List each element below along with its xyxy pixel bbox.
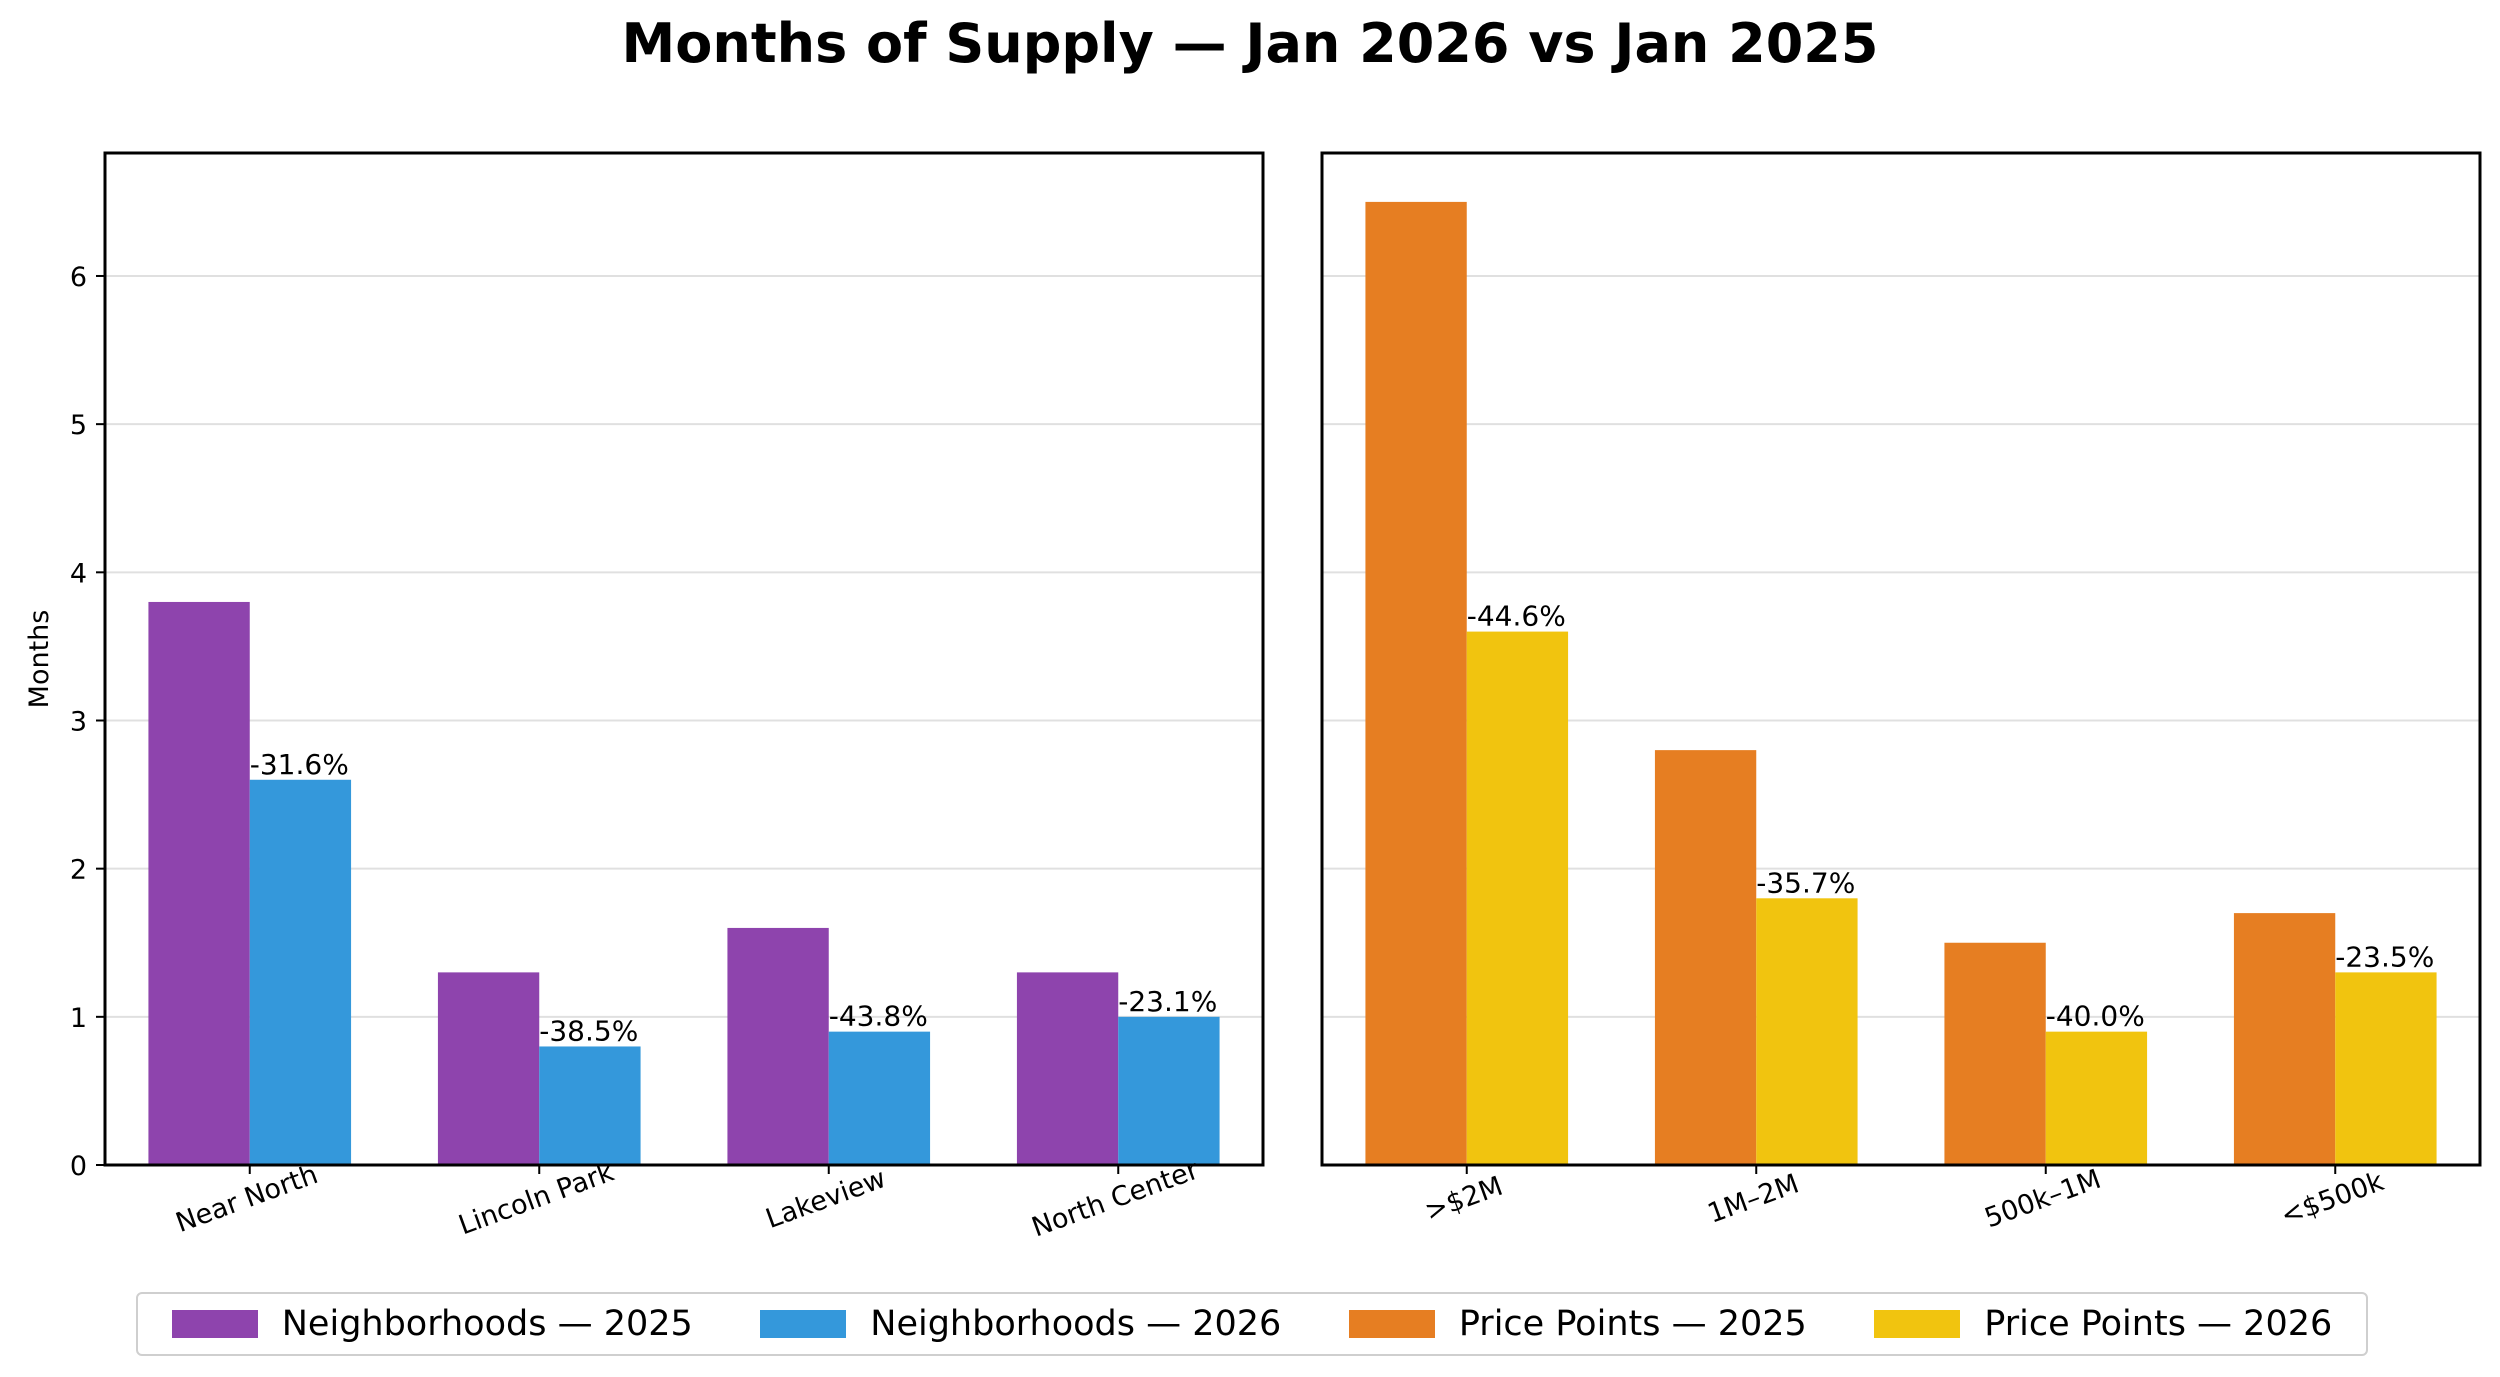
data-label: -44.6% bbox=[1467, 600, 1566, 633]
legend-item: Price Points — 2026 bbox=[1874, 1304, 2332, 1344]
y-tick-label: 6 bbox=[70, 262, 87, 293]
bar-2025 bbox=[1016, 972, 1119, 1165]
legend-item: Neighborhoods — 2025 bbox=[171, 1304, 693, 1344]
bar-2026 bbox=[249, 779, 352, 1165]
bar-2025 bbox=[2233, 913, 2336, 1165]
axes-frame bbox=[103, 151, 1265, 1167]
legend-item: Neighborhoods — 2026 bbox=[760, 1304, 1281, 1344]
bar-2026 bbox=[2335, 972, 2437, 1165]
y-tick-label: 0 bbox=[70, 1151, 87, 1182]
legend-label: Neighborhoods — 2025 bbox=[281, 1304, 693, 1344]
data-label: -40.0% bbox=[2046, 1000, 2145, 1033]
bar-2026 bbox=[1118, 1016, 1220, 1165]
bar-2026 bbox=[1466, 631, 1569, 1165]
bar-2025 bbox=[1365, 201, 1467, 1165]
bar-2026 bbox=[2045, 1031, 2148, 1165]
data-label: -38.5% bbox=[539, 1014, 638, 1047]
x-tick-label: >$2M bbox=[1421, 1171, 1507, 1228]
legend-swatch bbox=[171, 1310, 258, 1338]
legend-label: Neighborhoods — 2026 bbox=[870, 1304, 1282, 1344]
x-tick-label: Lincoln Park bbox=[455, 1157, 619, 1242]
chart-title: Months of Supply — Jan 2026 vs Jan 2025 bbox=[621, 12, 1879, 75]
axes-frame bbox=[1320, 151, 2482, 1167]
x-tick-label: Lakeview bbox=[762, 1163, 890, 1235]
x-tick-label: North Center bbox=[1028, 1154, 1204, 1243]
data-label: -31.6% bbox=[250, 748, 349, 781]
legend-item: Price Points — 2025 bbox=[1348, 1304, 1807, 1344]
data-label: -35.7% bbox=[1756, 866, 1855, 899]
data-label: -43.8% bbox=[829, 1000, 928, 1033]
y-tick-label: 5 bbox=[70, 410, 87, 441]
bar-2026 bbox=[828, 1031, 931, 1165]
bar-2026 bbox=[1756, 898, 1858, 1165]
y-axis-title: Months bbox=[24, 610, 55, 709]
x-tick-label: Near North bbox=[172, 1159, 322, 1239]
bar-2025 bbox=[1944, 942, 2046, 1165]
x-tick-label: 1M–2M bbox=[1704, 1168, 1803, 1229]
legend-swatch bbox=[1874, 1310, 1961, 1338]
legend-label: Price Points — 2026 bbox=[1984, 1304, 2333, 1344]
bar-2025 bbox=[1654, 750, 1757, 1165]
y-tick-label: 4 bbox=[70, 558, 87, 589]
legend-swatch bbox=[760, 1310, 847, 1338]
x-tick-label: 500k–1M bbox=[1981, 1164, 2105, 1235]
x-tick-label: <$500k bbox=[2277, 1166, 2388, 1232]
y-tick-label: 2 bbox=[70, 855, 87, 886]
y-tick-label: 1 bbox=[70, 1003, 87, 1034]
legend-swatch bbox=[1348, 1310, 1435, 1338]
bar-2025 bbox=[148, 601, 250, 1165]
legend-label: Price Points — 2025 bbox=[1458, 1304, 1807, 1344]
bar-2026 bbox=[539, 1046, 641, 1165]
data-label: -23.5% bbox=[2335, 940, 2434, 973]
legend: Neighborhoods — 2025 Neighborhoods — 202… bbox=[136, 1292, 2368, 1356]
y-tick-label: 3 bbox=[70, 706, 87, 737]
bar-2025 bbox=[437, 972, 540, 1165]
data-label: -23.1% bbox=[1118, 985, 1217, 1018]
bar-2025 bbox=[727, 927, 829, 1165]
